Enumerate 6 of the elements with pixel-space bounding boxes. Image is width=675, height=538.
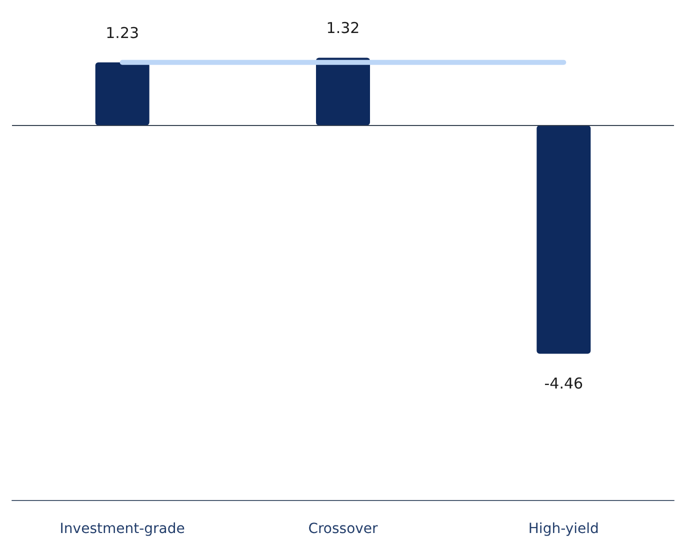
- data-label: -4.46: [544, 374, 584, 392]
- x-tick-label: High-yield: [528, 521, 599, 537]
- x-tick-label: Investment-grade: [60, 521, 185, 537]
- x-tick-label: Crossover: [308, 521, 378, 537]
- data-label: 1.32: [326, 19, 360, 38]
- data-label: 1.23: [106, 24, 140, 42]
